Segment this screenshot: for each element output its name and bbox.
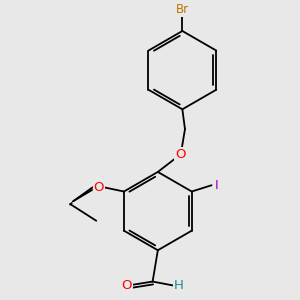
Text: I: I — [215, 179, 219, 192]
Text: O: O — [121, 279, 132, 292]
Text: H: H — [174, 279, 184, 292]
Text: O: O — [94, 181, 104, 194]
Text: Br: Br — [176, 3, 189, 16]
Text: O: O — [176, 148, 186, 161]
